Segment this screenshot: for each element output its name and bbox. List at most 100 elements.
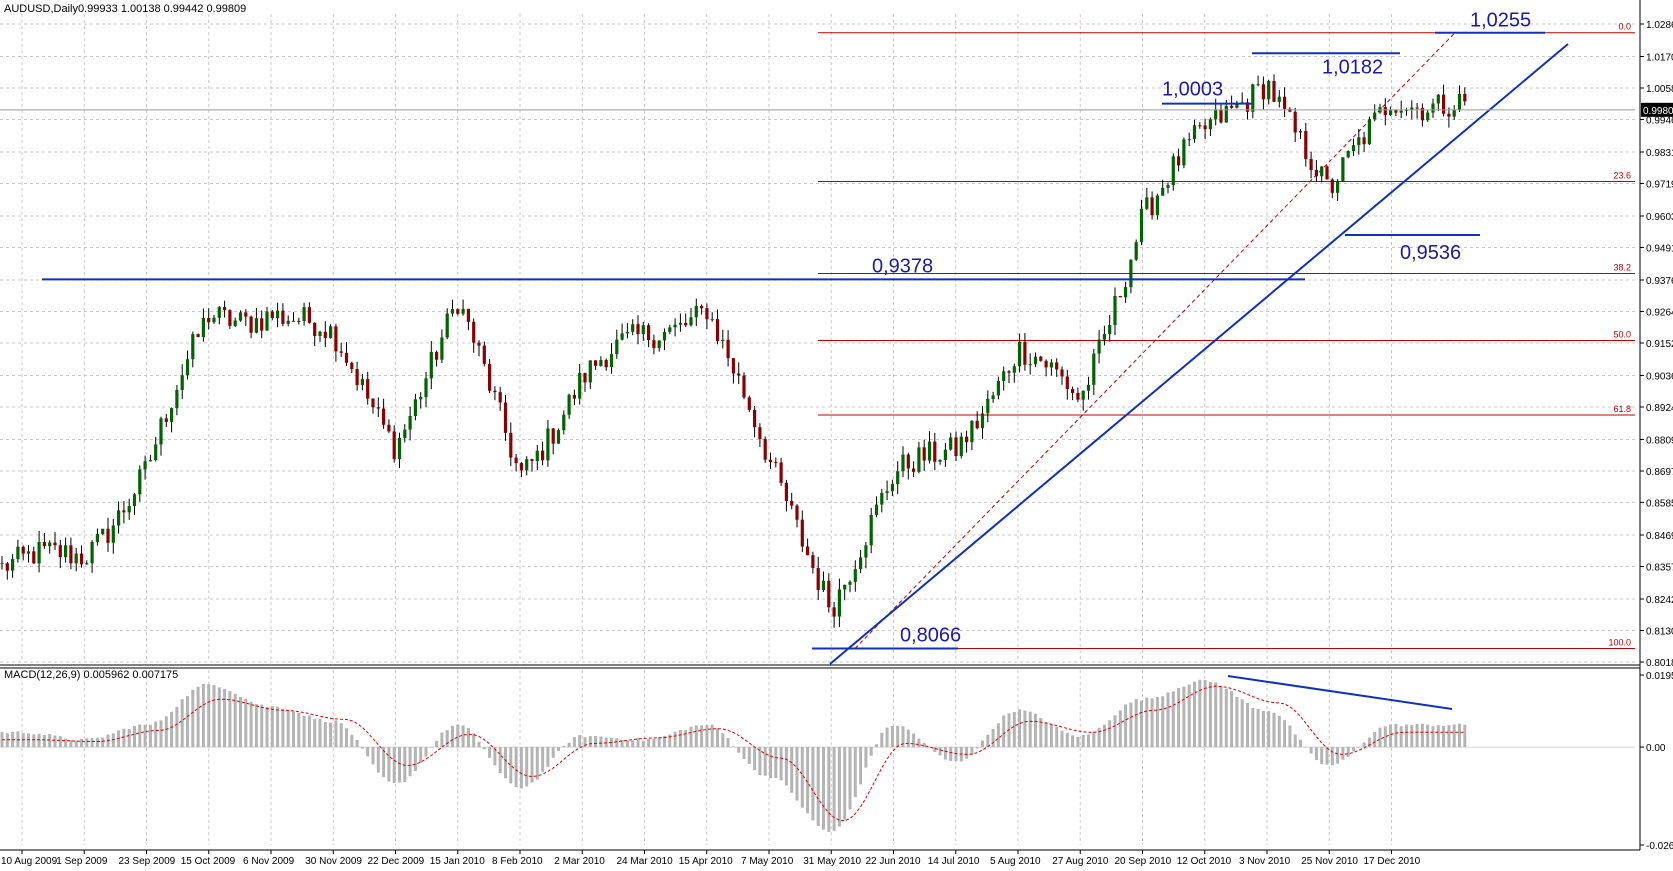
candle-body — [212, 317, 216, 323]
macd-histogram-bar — [154, 721, 158, 748]
macd-histogram-bar — [350, 734, 354, 748]
candle-body — [270, 311, 274, 319]
candle-body — [1007, 371, 1011, 373]
candle — [922, 439, 926, 471]
x-tick-label: 30 Nov 2009 — [305, 856, 362, 867]
macd-histogram-bar — [307, 715, 311, 748]
candle — [297, 317, 301, 325]
candle — [1102, 325, 1106, 346]
macd-histogram-bar — [1240, 699, 1244, 748]
macd-histogram-bar — [270, 706, 274, 748]
candle — [355, 361, 359, 391]
candle — [435, 350, 439, 367]
candle-body — [594, 360, 598, 366]
candle — [959, 432, 963, 459]
candle-body — [530, 459, 534, 461]
macd-histogram-bar — [880, 732, 884, 748]
macd-histogram-bar — [1193, 681, 1196, 748]
candle-body — [620, 333, 624, 340]
candle-body — [1346, 151, 1350, 158]
candle — [1431, 98, 1435, 118]
candle — [106, 517, 110, 552]
macd-histogram-bar — [912, 733, 916, 748]
macd-histogram-bar — [1087, 734, 1090, 748]
macd-histogram-bar — [1081, 734, 1085, 748]
macd-histogram-bar — [647, 739, 651, 748]
macd-histogram-bar — [360, 747, 364, 749]
macd-histogram-bar — [700, 725, 704, 748]
candle-body — [912, 468, 916, 472]
candle — [159, 416, 163, 456]
macd-histogram-bar — [366, 747, 370, 757]
macd-histogram-bar — [864, 747, 868, 768]
candle-body — [631, 324, 635, 332]
candle-body — [0, 563, 4, 565]
candle — [1166, 182, 1170, 194]
candle-body — [509, 432, 513, 458]
candle-body — [1431, 103, 1435, 113]
macd-histogram-bar — [853, 747, 857, 798]
macd-histogram-bar — [1219, 686, 1223, 748]
macd-histogram-bar — [265, 706, 269, 748]
macd-histogram-bar — [1293, 734, 1297, 748]
macd-histogram-bar — [965, 747, 969, 759]
macd-histogram-bar — [1134, 699, 1138, 748]
candle-body — [37, 542, 41, 564]
x-tick-label: 6 Nov 2009 — [243, 856, 295, 867]
macd-histogram-bar — [424, 747, 428, 757]
candle — [1314, 160, 1318, 183]
macd-histogram-bar — [1065, 732, 1069, 748]
y-tick-label: 0.94915 — [1646, 243, 1673, 254]
candle — [185, 350, 190, 380]
candle-body — [127, 505, 131, 513]
macd-histogram-bar — [355, 739, 359, 748]
candle-body — [1330, 179, 1334, 193]
candle-body — [1065, 376, 1069, 390]
candle-body — [853, 569, 857, 582]
candle-body — [175, 389, 179, 409]
candle — [1362, 131, 1366, 152]
macd-histogram-bar — [827, 747, 831, 832]
candle-body — [980, 413, 985, 429]
candle-body — [795, 505, 799, 520]
macd-histogram-bar — [737, 747, 741, 753]
candle-body — [1447, 113, 1451, 117]
candle-body — [318, 331, 322, 336]
candle-body — [1314, 170, 1318, 177]
candle — [1283, 87, 1287, 118]
fib-label: 38.2 — [1613, 263, 1631, 273]
macd-histogram-bar — [731, 746, 735, 748]
macd-histogram-bar — [504, 747, 507, 779]
candle-body — [466, 308, 470, 322]
macd-histogram-bar — [382, 747, 386, 778]
candle — [710, 312, 714, 322]
candle — [249, 315, 253, 339]
x-tick-label: 24 Mar 2010 — [617, 856, 674, 867]
macd-histogram-bar — [27, 733, 30, 748]
fib-label: 61.8 — [1613, 404, 1631, 414]
candle-body — [1113, 296, 1117, 326]
candle-body — [816, 567, 820, 591]
level-label: 0,9378 — [872, 255, 933, 277]
candle-body — [700, 305, 704, 309]
support-trendline — [829, 43, 1569, 665]
macd-histogram-bar — [302, 715, 306, 748]
candle-body — [1161, 187, 1165, 196]
candle-body — [578, 372, 582, 399]
candle-body — [1002, 371, 1006, 381]
macd-histogram-bar — [938, 747, 942, 756]
macd-histogram-bar — [599, 736, 603, 748]
candle-body — [1049, 362, 1053, 368]
candle-body — [556, 430, 561, 444]
candle-body — [1012, 366, 1016, 373]
candle-body — [32, 551, 36, 564]
candle-body — [832, 607, 836, 617]
x-tick-label: 22 Dec 2009 — [368, 856, 425, 867]
macd-histogram-bar — [832, 747, 836, 831]
candle — [880, 489, 884, 513]
candle-body — [201, 317, 205, 337]
candle — [556, 428, 561, 444]
x-tick-label: 31 May 2010 — [803, 856, 861, 867]
candle — [715, 309, 720, 345]
